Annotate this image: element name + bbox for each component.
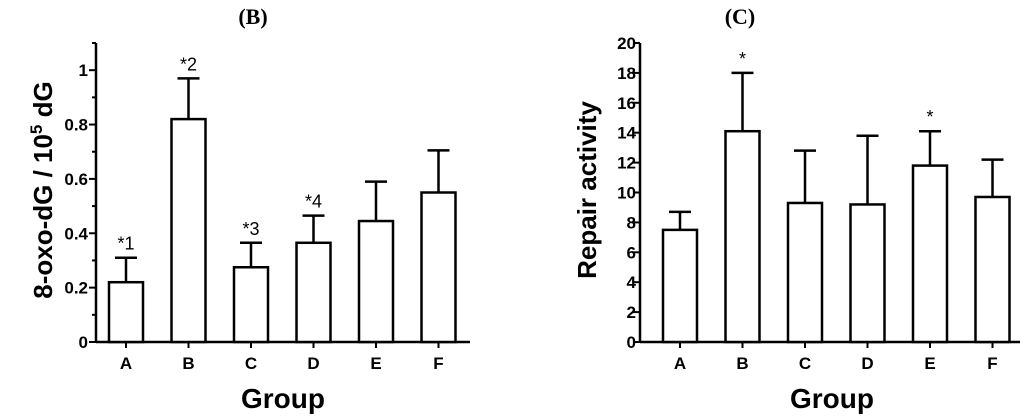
bar-c-b — [724, 129, 761, 344]
bar-c-a — [661, 228, 699, 344]
y-tick-label-c: 2 — [627, 303, 636, 322]
y-tick-label-b: 0.4 — [64, 224, 88, 243]
y-tick-label-c: 20 — [617, 34, 636, 53]
y-tick-label-c: 12 — [617, 154, 636, 173]
category-label-c: E — [924, 354, 935, 373]
y-tick-label-c: 16 — [617, 94, 636, 113]
bar-b-d — [295, 241, 332, 344]
significance-label-c: * — [739, 49, 746, 69]
category-label-b: F — [433, 354, 443, 373]
y-tick-label-b: 1 — [79, 61, 88, 80]
y-tick-label-c: 14 — [617, 124, 636, 143]
y-tick-label-b: 0.2 — [64, 279, 88, 298]
category-label-b: A — [120, 354, 132, 373]
significance-label-b: *4 — [305, 192, 322, 212]
y-tick-label-c: 6 — [627, 243, 636, 262]
bar-b-e — [357, 219, 395, 344]
category-label-c: A — [674, 354, 686, 373]
bar-c-f — [974, 195, 1011, 344]
panel-label-c: (C) — [725, 4, 756, 29]
panel-label-b: (B) — [238, 4, 267, 29]
category-label-c: C — [799, 354, 811, 373]
y-tick-label-b: 0.8 — [64, 116, 88, 135]
bar-c-c — [786, 201, 824, 344]
significance-label-b: *3 — [242, 219, 259, 239]
y-tick-label-c: 18 — [617, 64, 636, 83]
bar-b-a — [107, 280, 145, 344]
y-tick-label-c: 10 — [617, 184, 636, 203]
y-tick-label-b: 0.6 — [64, 170, 88, 189]
category-label-b: C — [245, 354, 257, 373]
category-label-b: D — [307, 354, 319, 373]
y-tick-label-c: 0 — [627, 333, 636, 352]
chart-panel-b: (B) 8-oxo-dG / 105 dG Group 0 0.2 0.4 0.6 0.… — [27, 4, 470, 414]
x-axis-title-c: Group — [790, 383, 874, 414]
category-label-c: F — [987, 354, 997, 373]
significance-label-c: * — [926, 107, 933, 127]
category-label-c: D — [861, 354, 873, 373]
bar-c-d — [849, 203, 886, 344]
y-axis-title-b: 8-oxo-dG / 105 dG — [27, 81, 58, 299]
category-label-b: E — [370, 354, 381, 373]
category-label-b: B — [182, 354, 194, 373]
significance-label-b: *2 — [180, 54, 197, 74]
bar-b-b — [170, 117, 207, 344]
y-tick-label-c: 4 — [627, 273, 637, 292]
bar-c-e — [911, 164, 949, 344]
y-tick-label-b: 0 — [79, 333, 88, 352]
category-label-c: B — [736, 354, 748, 373]
chart-panel-c: (C) Repair activity Group 0 2 4 6 8 10 12 14 16 1… — [572, 4, 1020, 414]
y-axis-title-c: Repair activity — [572, 101, 602, 279]
x-axis-title-b: Group — [241, 383, 325, 414]
y-tick-label-c: 8 — [627, 213, 636, 232]
significance-label-b: *1 — [117, 234, 134, 254]
bar-b-f — [420, 191, 457, 344]
bar-b-c — [232, 266, 270, 344]
